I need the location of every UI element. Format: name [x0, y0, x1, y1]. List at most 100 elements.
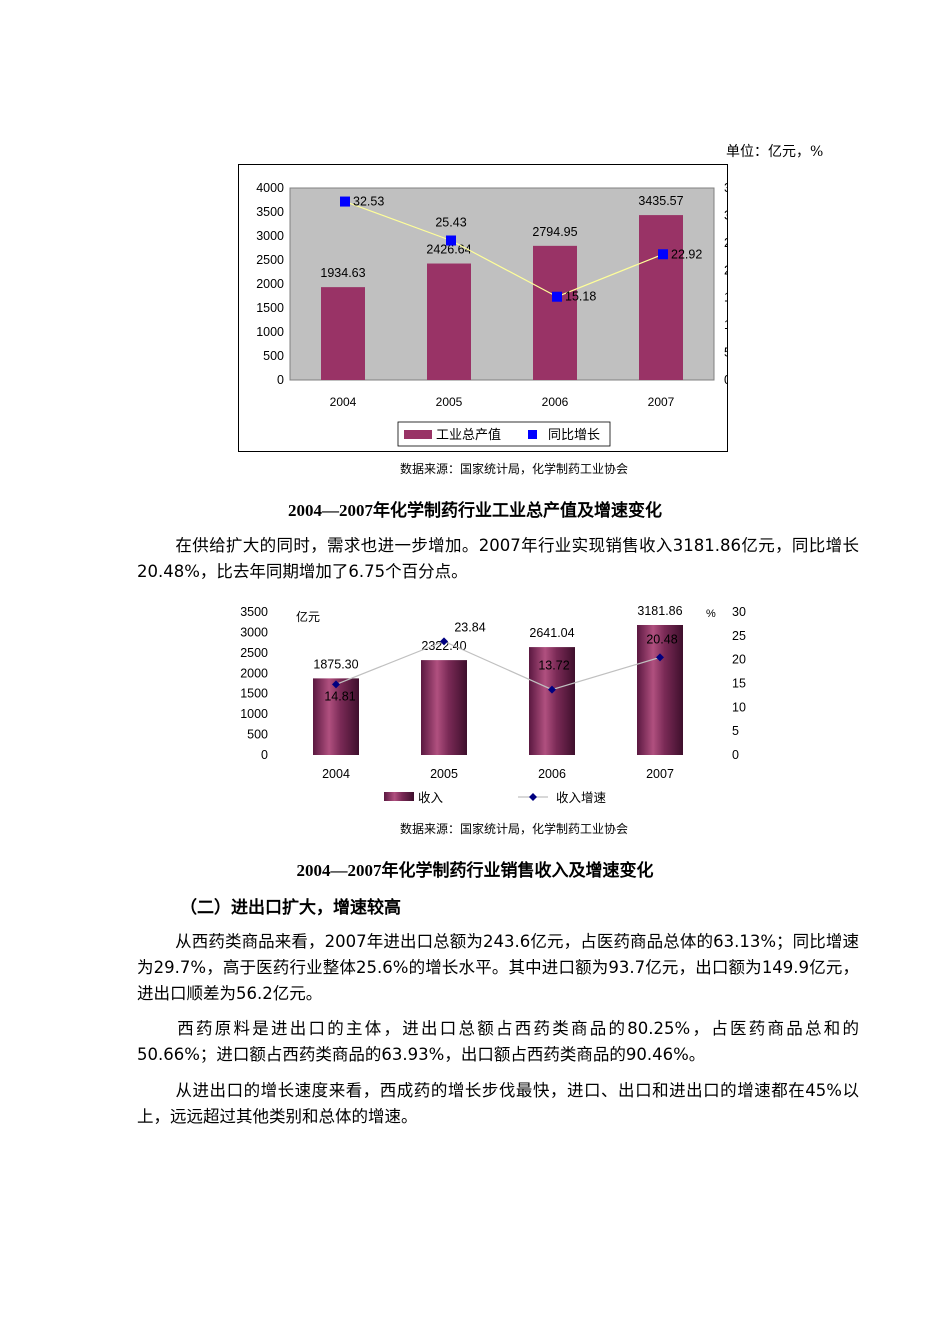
sales-revenue-chart: 0 500 1000 1500 2000 2500 3000 3500 0 5 10 15 20 25 30…: [240, 604, 746, 805]
chart2-bar: [421, 660, 467, 755]
paragraph-sales-text: 在供给扩大的同时，需求也进一步增加。2007年行业实现销售收入3181.86亿元…: [137, 536, 859, 581]
chart2-left-tick-label: 1500: [240, 687, 268, 701]
chart2-bar: [637, 624, 683, 755]
chart1-left-tick-label: 2500: [256, 253, 284, 267]
chart1-left-tick-label: 1000: [256, 325, 284, 339]
chart2-source: 数据来源：国家统计局，化学制药工业协会: [400, 822, 629, 836]
chart2-growth-label: 20.48: [646, 632, 677, 646]
chart2-left-tick-label: 3000: [240, 625, 268, 639]
chart2-right-tick-label: 25: [732, 629, 746, 643]
chart1-left-tick-label: 3000: [256, 229, 284, 243]
chart2-right-tick-label: 20: [732, 653, 746, 667]
chart2-growth-label: 23.84: [454, 620, 485, 634]
chart1-legend-bar-label: 工业总产值: [436, 427, 501, 442]
chart1-legend-marker-swatch: [528, 430, 537, 439]
chart2-growth-marker: [656, 653, 664, 662]
chart1-right-tick-label: 5: [724, 346, 728, 360]
chart1-x-tick-label: 2006: [542, 395, 569, 409]
chart1-left-tick-label: 4000: [256, 181, 284, 195]
chart2-right-tick-label: 30: [732, 605, 746, 619]
chart1-left-tick-label: 2000: [256, 277, 284, 291]
section-heading: （二）进出口扩大，增速较高: [180, 898, 401, 918]
chart2-left-tick-label: 1000: [240, 707, 268, 721]
chart1-x-tick-label: 2005: [436, 395, 463, 409]
chart1-growth-label: 15.18: [565, 290, 596, 304]
chart2-right-tick-label: 0: [732, 748, 739, 762]
chart1-bar: [321, 287, 365, 380]
chart2-bar-label: 2322.40: [421, 639, 466, 653]
chart1-right-tick-label: 30: [724, 208, 728, 222]
chart1-x-tick-label: 2004: [330, 395, 357, 409]
chart2-caption: 2004—2007年化学制药行业销售收入及增速变化: [296, 861, 654, 880]
chart2-left-tick-label: 3500: [240, 605, 268, 619]
chart1-legend-bar-swatch: [404, 430, 432, 439]
chart2-growth-marker: [332, 680, 340, 689]
chart1-bar: [427, 263, 471, 380]
chart1-right-tick-label: 20: [724, 263, 728, 277]
chart1-right-tick-label: 25: [724, 236, 728, 250]
chart2-x-tick-label: 2004: [322, 767, 350, 781]
chart1-right-tick-label: 35: [724, 181, 728, 195]
chart1-bar-label: 1934.63: [320, 266, 365, 280]
chart1-growth-marker: [446, 235, 456, 246]
chart2-legend-line-label: 收入增速: [556, 790, 607, 805]
chart1-growth-marker: [552, 291, 562, 302]
paragraph-raw-materials-text: 西药原料是进出口的主体，进出口总额占西药类商品的80.25%，占医药商品总和的5…: [137, 1019, 859, 1064]
chart2-x-tick-label: 2005: [430, 767, 458, 781]
chart1-left-tick-label: 1500: [256, 301, 284, 315]
chart2-left-axis-unit: 亿元: [296, 609, 320, 624]
chart2-left-tick-label: 2500: [240, 646, 268, 660]
paragraph-sales: 在供给扩大的同时，需求也进一步增加。2007年行业实现销售收入3181.86亿元…: [137, 533, 859, 585]
chart1-growth-line: [344, 200, 664, 298]
chart1-right-tick-label: 10: [724, 318, 728, 332]
chart2-growth-marker: [548, 685, 556, 694]
chart1-growth-label: 22.92: [671, 247, 702, 261]
chart2-bar: [313, 678, 359, 755]
chart2-x-tick-label: 2007: [646, 767, 674, 781]
chart2-right-tick-label: 10: [732, 700, 746, 714]
chart2-right-axis-unit: %: [706, 608, 716, 620]
chart2-legend-bar-label: 收入: [418, 791, 444, 805]
output-value-chart: 0 500 1000 1500 2000 2500 3000 3500 4000 0 5 10 15 20…: [238, 164, 728, 452]
paragraph-western-medicine-text: 从西药类商品来看，2007年进出口总额为243.6亿元，占医药商品总体的63.1…: [137, 932, 859, 1003]
chart2-bar-label: 2641.04: [529, 626, 574, 640]
chart1-bar-label: 3435.57: [638, 194, 683, 208]
chart2-right-tick-label: 5: [732, 724, 739, 738]
chart1-growth-marker: [340, 196, 350, 207]
paragraph-growth-speed-text: 从进出口的增长速度来看，西成药的增长步伐最快，进口、出口和进出口的增速都在45%…: [137, 1081, 859, 1126]
chart2-left-tick-label: 2000: [240, 666, 268, 680]
chart2-x-tick-label: 2006: [538, 767, 566, 781]
chart1-growth-label: 32.53: [353, 195, 384, 209]
chart1-bar-label: 2794.95: [532, 225, 577, 239]
unit-label: 单位：亿元，%: [726, 144, 824, 160]
chart2-bar-label: 1875.30: [313, 657, 358, 671]
chart1-left-tick-label: 0: [277, 373, 284, 387]
chart2-growth-label: 13.72: [538, 659, 569, 673]
chart1-bar: [533, 245, 577, 380]
chart2-bar-label: 3181.86: [637, 604, 682, 618]
chart1-x-tick-label: 2007: [648, 395, 675, 409]
chart1-growth-marker: [658, 249, 668, 260]
chart1-right-tick-label: 15: [724, 291, 728, 305]
chart2-bar: [529, 647, 575, 755]
paragraph-growth-speed: 从进出口的增长速度来看，西成药的增长步伐最快，进口、出口和进出口的增速都在45%…: [137, 1078, 859, 1130]
chart1-growth-label: 25.43: [435, 215, 466, 229]
chart1-legend-line-label: 同比增长: [548, 427, 600, 442]
paragraph-western-medicine: 从西药类商品来看，2007年进出口总额为243.6亿元，占医药商品总体的63.1…: [137, 929, 859, 1007]
chart1-left-tick-label: 500: [263, 349, 284, 363]
chart2-growth-label: 14.81: [324, 689, 355, 703]
chart1-caption: 2004—2007年化学制药行业工业总产值及增速变化: [288, 501, 662, 520]
chart1-right-tick-label: 0: [724, 373, 728, 387]
chart2-legend-marker-swatch: [529, 793, 537, 801]
paragraph-raw-materials: 西药原料是进出口的主体，进出口总额占西药类商品的80.25%，占医药商品总和的5…: [137, 1016, 859, 1068]
chart2-left-tick-label: 0: [261, 748, 268, 762]
chart2-growth-line: [335, 640, 661, 691]
chart1-source: 数据来源：国家统计局，化学制药工业协会: [400, 462, 629, 476]
chart2-left-tick-label: 500: [247, 728, 268, 742]
chart2-right-tick-label: 15: [732, 677, 746, 691]
chart2-legend-bar-swatch: [384, 792, 414, 801]
chart1-left-tick-label: 3500: [256, 205, 284, 219]
chart2-growth-marker: [440, 637, 448, 646]
chart1-bar: [639, 215, 683, 380]
chart1-legend: [397, 421, 611, 447]
